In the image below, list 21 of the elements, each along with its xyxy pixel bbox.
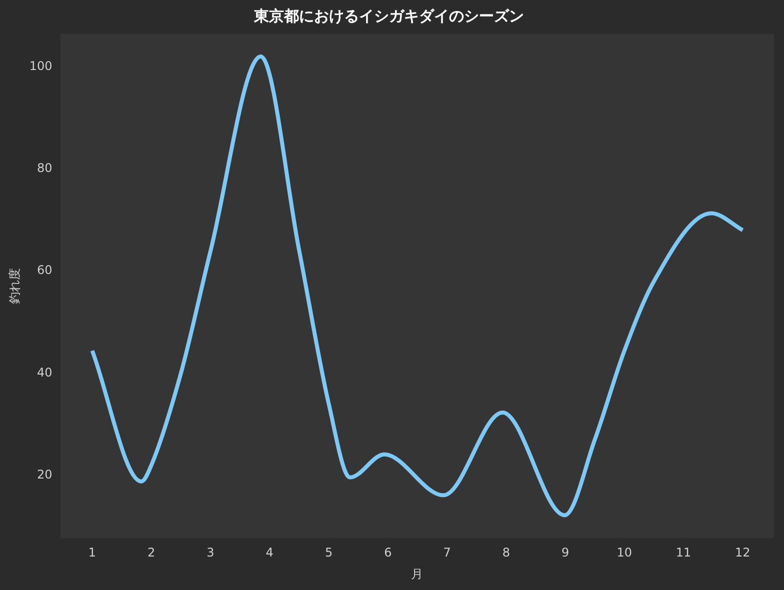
x-tick-label: 10 (616, 546, 632, 560)
x-tick-label: 6 (384, 546, 392, 560)
y-axis-title: 釣れ度 (7, 268, 22, 304)
x-tick-label: 7 (443, 546, 451, 560)
y-tick-label: 100 (29, 58, 52, 73)
y-tick-label: 20 (37, 467, 52, 482)
x-tick-label: 3 (206, 546, 214, 560)
chart-title: 東京都におけるイシガキダイのシーズン (253, 6, 524, 25)
x-tick-label: 2 (148, 546, 156, 560)
y-tick-label: 60 (37, 263, 52, 278)
x-tick-label: 5 (324, 546, 333, 560)
line-series (90, 54, 745, 518)
x-tick-label: 9 (561, 546, 570, 560)
y-tick-label: 40 (37, 365, 52, 380)
x-tick-label: 8 (502, 546, 510, 560)
x-tick-label: 11 (676, 546, 692, 560)
x-tick-label: 4 (266, 546, 274, 560)
x-tick-label: 12 (735, 546, 750, 560)
y-tick-label: 80 (37, 160, 52, 175)
x-tick-label: 1 (88, 546, 96, 560)
x-axis-title: 月 (411, 566, 424, 581)
